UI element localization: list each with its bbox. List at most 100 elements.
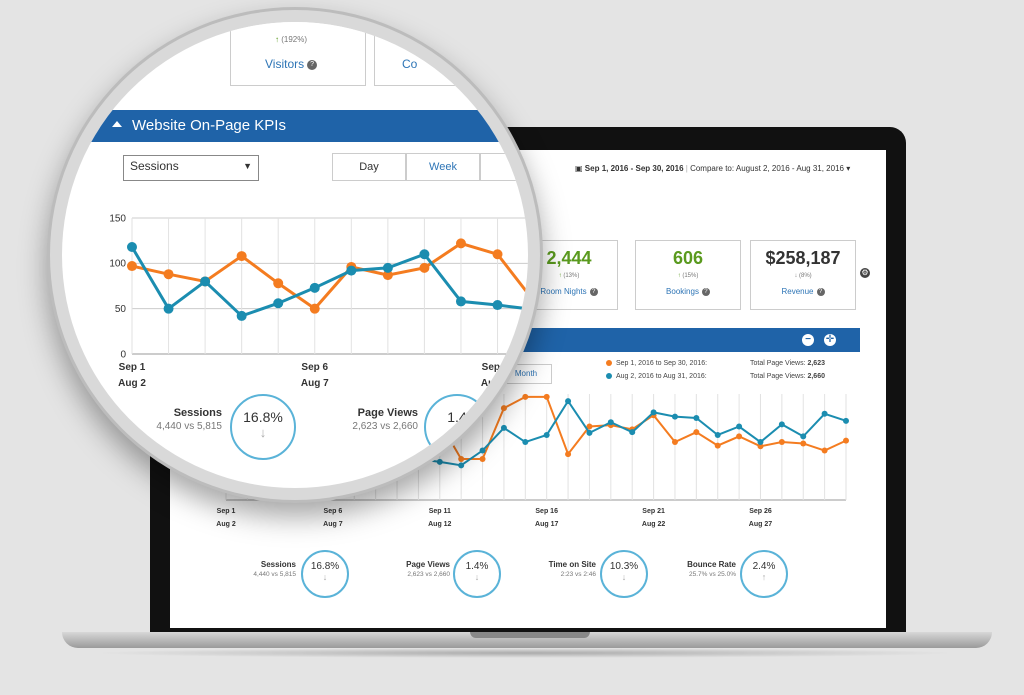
- metric-ring: 1.4 ↓: [424, 394, 490, 460]
- magnifier-lens: ↑ (192%) Visitors? Co Website On-Page KP…: [62, 22, 528, 488]
- kpi-card-visitors[interactable]: ↑ (192%) Visitors?: [230, 22, 366, 86]
- kpi-card-bookings[interactable]: 606 ↑ (15%) Bookings?: [635, 240, 741, 310]
- data-point: [714, 442, 721, 449]
- data-point: [821, 410, 828, 417]
- data-point: [458, 462, 465, 469]
- x-tick-label-secondary: Aug 2: [216, 521, 236, 528]
- data-point: [693, 429, 700, 436]
- data-point: [500, 424, 507, 431]
- date-range-value: Sep 1, 2016 - Sep 30, 2016: [584, 164, 684, 173]
- data-point: [821, 447, 828, 454]
- series-line-1: [130, 246, 528, 318]
- data-point: [436, 458, 443, 465]
- x-tick-label-secondary: Aug 12: [428, 521, 451, 528]
- month-button-partial[interactable]: [480, 153, 528, 181]
- kpi-label: Room Nights?: [521, 287, 617, 296]
- data-point: [500, 405, 507, 412]
- data-point: [382, 262, 393, 273]
- kpi-label: Bookings?: [636, 287, 740, 296]
- y-tick-label: 100: [109, 259, 126, 270]
- metric-select[interactable]: Sessions ▼: [123, 155, 259, 181]
- data-point: [492, 300, 503, 311]
- metric-time-on-site: Time on Site 2:23 vs 2:46: [548, 560, 596, 578]
- data-point: [273, 278, 284, 289]
- laptop-shadow: [90, 648, 960, 658]
- kpi-card-room-nights[interactable]: 2,444 ↑ (13%) Room Nights?: [520, 240, 618, 310]
- data-point: [236, 251, 247, 262]
- x-tick-label-secondary: Aug 7: [323, 521, 343, 528]
- data-point: [843, 437, 849, 444]
- data-point: [693, 415, 700, 422]
- move-icon[interactable]: ✛: [824, 334, 836, 346]
- kpi-value: 2,444: [546, 248, 592, 268]
- help-icon[interactable]: ?: [589, 287, 598, 296]
- gear-icon[interactable]: ⚙: [860, 268, 870, 278]
- data-point: [127, 261, 137, 272]
- week-button[interactable]: Week: [406, 153, 480, 181]
- legend-item: Aug 2, 2016 to Aug 31, 2016:: [606, 373, 707, 380]
- y-tick-label: 150: [109, 213, 126, 224]
- kpi-card-partial[interactable]: Co: [374, 22, 516, 86]
- arrow-up-icon: ↑: [761, 572, 767, 582]
- day-button[interactable]: Day: [332, 153, 406, 181]
- data-point: [415, 456, 422, 463]
- data-point: [200, 276, 211, 287]
- kpi-value: $258,187: [765, 248, 841, 268]
- data-point: [800, 440, 807, 447]
- x-tick-label: Sep 11: [482, 362, 514, 373]
- calendar-icon: ▣: [575, 164, 583, 173]
- x-tick-label: Sep 26: [749, 508, 772, 515]
- x-tick-label-secondary: Aug 17: [535, 521, 558, 528]
- data-point: [629, 429, 636, 436]
- chevron-down-icon: ▾: [846, 164, 851, 173]
- kpi-card-revenue[interactable]: $258,187 ↓ (8%) Revenue?: [750, 240, 856, 310]
- help-icon[interactable]: ?: [701, 287, 710, 296]
- help-icon[interactable]: ?: [816, 287, 825, 296]
- kpi-delta: ↓ (8%): [794, 273, 812, 279]
- panel-header: Website On-Page KPIs: [62, 110, 528, 142]
- legend-item: Sep 1, 2016 to Sep 30, 2016:: [606, 360, 707, 367]
- data-point: [757, 439, 764, 446]
- x-tick-label: Sep 6: [324, 508, 343, 515]
- arrow-up-icon: ↑: [275, 35, 279, 44]
- data-point: [236, 310, 247, 321]
- kpi-label: Visitors?: [265, 57, 318, 71]
- x-tick-label: Sep 1: [119, 362, 146, 373]
- data-point: [419, 262, 430, 273]
- x-tick-label-secondary: Aug 2: [118, 378, 146, 389]
- data-point: [650, 409, 657, 416]
- arrow-down-icon: ↓: [259, 425, 267, 440]
- data-point: [736, 433, 743, 440]
- month-button[interactable]: Month: [500, 364, 552, 384]
- x-tick-label: Sep 1: [217, 508, 236, 515]
- help-icon[interactable]: ?: [307, 59, 318, 70]
- kpi-value: 606: [672, 248, 704, 268]
- metric-page-views: Page Views 2,623 vs 2,660: [352, 407, 418, 432]
- data-point: [757, 443, 764, 450]
- data-point: [455, 238, 466, 249]
- arrow-down-icon: ↓: [621, 572, 627, 582]
- data-point: [419, 249, 430, 260]
- data-point: [163, 303, 174, 314]
- x-tick-label: Sep 6: [301, 362, 328, 373]
- arrow-down-icon: ↓: [453, 425, 461, 440]
- y-tick-label: 0: [120, 349, 126, 360]
- kpi-label: Revenue?: [751, 287, 855, 296]
- minus-icon[interactable]: −: [802, 334, 814, 346]
- arrow-down-icon: ↓: [322, 572, 328, 582]
- arrow-up-icon: ↑: [558, 273, 562, 279]
- date-range-picker[interactable]: ▣ Sep 1, 2016 - Sep 30, 2016 | Compare t…: [575, 164, 851, 173]
- data-point: [671, 439, 678, 446]
- compare-range-value: Compare to: August 2, 2016 - Aug 31, 201…: [690, 164, 844, 173]
- metric-ring: 1.4% ↓: [453, 550, 501, 598]
- x-tick-label-secondary: Aug 12: [481, 378, 515, 389]
- data-point: [543, 393, 550, 400]
- x-tick-label: Sep 11: [429, 508, 451, 515]
- data-point: [565, 451, 572, 458]
- data-point: [309, 282, 320, 293]
- sessions-line-chart-zoomed: 0 50 100 150 Sep 1 Aug 2 Sep 6 Aug 7 Sep 11 Aug 1…: [109, 213, 528, 389]
- collapse-icon[interactable]: [112, 121, 122, 127]
- data-point: [455, 296, 466, 307]
- data-point: [843, 417, 849, 424]
- x-tick-label-secondary: Aug 27: [749, 521, 772, 528]
